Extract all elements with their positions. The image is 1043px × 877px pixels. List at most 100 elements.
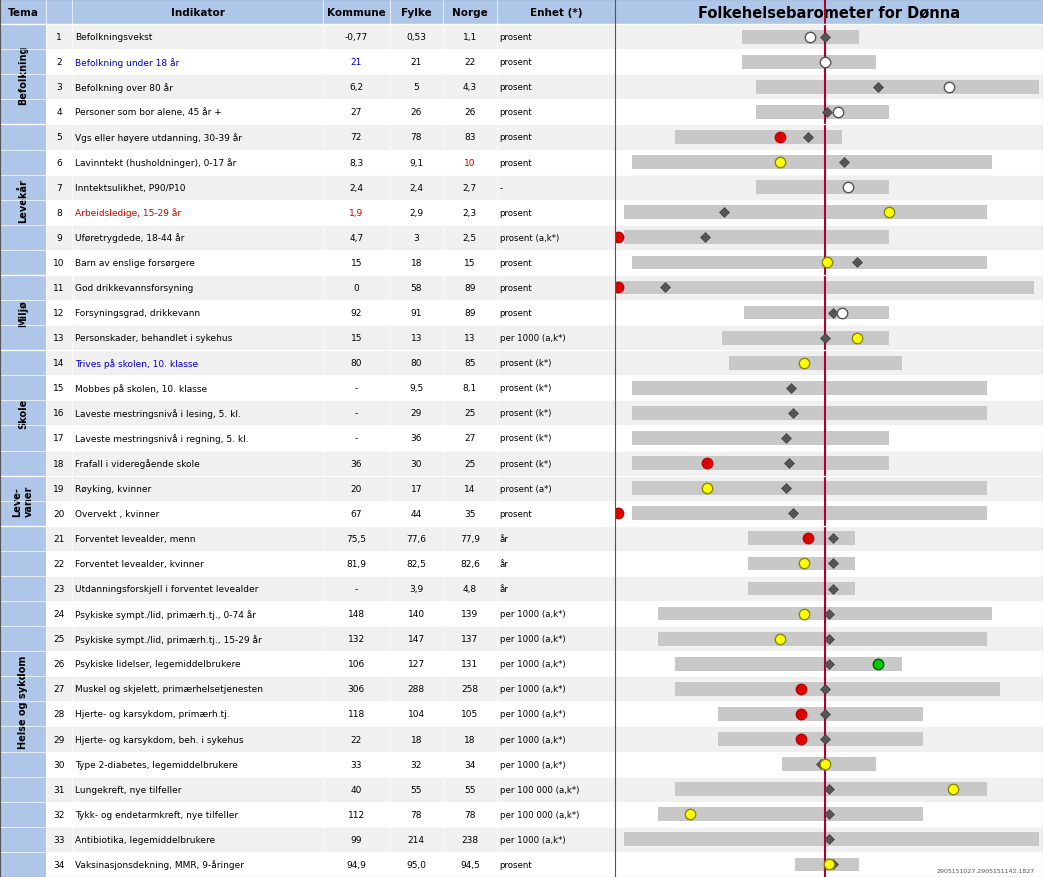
Text: Laveste mestringsnivå i lesing, 5. kl.: Laveste mestringsnivå i lesing, 5. kl. — [75, 409, 241, 418]
Text: Arbeidsledige, 15-29 år: Arbeidsledige, 15-29 år — [75, 208, 181, 217]
Bar — [46, 727, 615, 752]
Bar — [0, 251, 46, 275]
Text: Befolkning under 18 år: Befolkning under 18 år — [75, 58, 179, 68]
Text: prosent (k*): prosent (k*) — [500, 459, 551, 468]
Bar — [46, 626, 615, 652]
Text: 20: 20 — [53, 510, 65, 518]
Text: 9: 9 — [56, 233, 62, 243]
Bar — [615, 652, 1043, 676]
Text: 306: 306 — [347, 685, 365, 694]
Text: 139: 139 — [461, 610, 479, 618]
Text: 2,4: 2,4 — [409, 183, 423, 192]
Bar — [46, 476, 615, 501]
Text: Lavinntekt (husholdninger), 0-17 år: Lavinntekt (husholdninger), 0-17 år — [75, 158, 237, 168]
Text: per 1000 (a,k*): per 1000 (a,k*) — [500, 660, 565, 668]
Text: 36: 36 — [350, 459, 362, 468]
Bar — [0, 476, 46, 526]
Bar — [0, 602, 46, 626]
Text: 4,8: 4,8 — [463, 584, 477, 594]
Bar — [0, 325, 46, 351]
Bar — [615, 526, 1043, 552]
Text: 15: 15 — [350, 334, 362, 343]
Bar — [0, 225, 46, 251]
Text: Vgs eller høyere utdanning, 30-39 år: Vgs eller høyere utdanning, 30-39 år — [75, 133, 242, 143]
Text: Miljø: Miljø — [18, 300, 28, 326]
Text: Trives på skolen, 10. klasse: Trives på skolen, 10. klasse — [75, 359, 198, 368]
Text: 18: 18 — [464, 735, 476, 744]
Text: 22: 22 — [464, 58, 476, 68]
Text: -: - — [355, 434, 358, 443]
Text: år: år — [500, 584, 508, 594]
Text: 17: 17 — [411, 484, 422, 493]
Bar — [718, 732, 923, 746]
Bar — [782, 758, 876, 771]
Text: 15: 15 — [53, 384, 65, 393]
Text: 78: 78 — [464, 809, 476, 819]
Text: 238: 238 — [461, 835, 479, 844]
Text: 127: 127 — [408, 660, 425, 668]
Text: Tema: Tema — [7, 8, 39, 18]
Text: 77,9: 77,9 — [460, 534, 480, 543]
Bar — [615, 376, 1043, 401]
Text: Lungekreft, nye tilfeller: Lungekreft, nye tilfeller — [75, 785, 181, 794]
Text: 91: 91 — [411, 309, 422, 317]
Bar — [46, 251, 615, 275]
Bar — [615, 75, 1043, 100]
Text: 14: 14 — [464, 484, 476, 493]
Bar — [0, 576, 46, 602]
Text: Enhet (*): Enhet (*) — [530, 8, 582, 18]
Bar — [615, 451, 1043, 476]
Text: 2: 2 — [56, 58, 62, 68]
Text: per 1000 (a,k*): per 1000 (a,k*) — [500, 835, 565, 844]
Bar — [624, 832, 1039, 846]
Text: 2,7: 2,7 — [463, 183, 477, 192]
Text: 148: 148 — [347, 610, 365, 618]
Text: God drikkevannsforsyning: God drikkevannsforsyning — [75, 283, 193, 293]
Text: 137: 137 — [461, 634, 479, 644]
Text: 44: 44 — [411, 510, 422, 518]
Text: Antibiotika, legemiddelbrukere: Antibiotika, legemiddelbrukere — [75, 835, 215, 844]
Text: 17: 17 — [53, 434, 65, 443]
Bar — [615, 201, 1043, 225]
Bar — [46, 100, 615, 125]
Bar — [46, 401, 615, 426]
Text: 81,9: 81,9 — [346, 560, 366, 568]
Bar — [0, 125, 46, 150]
Text: prosent: prosent — [500, 283, 532, 293]
Text: 67: 67 — [350, 510, 362, 518]
Bar — [46, 676, 615, 702]
Text: -: - — [500, 183, 503, 192]
Text: 147: 147 — [408, 634, 425, 644]
Bar — [744, 306, 889, 320]
Text: 22: 22 — [53, 560, 65, 568]
Bar — [0, 175, 46, 201]
Text: 3: 3 — [56, 83, 62, 92]
Text: prosent: prosent — [500, 159, 532, 168]
Text: 78: 78 — [411, 809, 422, 819]
Text: Mobbes på skolen, 10. klasse: Mobbes på skolen, 10. klasse — [75, 383, 208, 393]
Bar — [0, 752, 46, 777]
Bar — [0, 275, 46, 351]
Bar — [632, 156, 992, 170]
Text: 27: 27 — [464, 434, 476, 443]
Text: -: - — [355, 584, 358, 594]
Bar — [615, 852, 1043, 877]
Bar — [632, 431, 889, 446]
Bar — [615, 702, 1043, 727]
Text: 15: 15 — [350, 259, 362, 267]
Text: 35: 35 — [464, 510, 476, 518]
Bar — [0, 100, 46, 125]
Text: Folkehelsebarometer for Dønna: Folkehelsebarometer for Dønna — [698, 5, 961, 20]
Text: 40: 40 — [350, 785, 362, 794]
Text: prosent (k*): prosent (k*) — [500, 434, 551, 443]
Bar — [0, 25, 46, 50]
Bar — [615, 626, 1043, 652]
Bar — [0, 125, 46, 275]
Bar — [615, 225, 1043, 251]
Text: 25: 25 — [53, 634, 65, 644]
Bar — [615, 727, 1043, 752]
Text: 14: 14 — [53, 359, 65, 367]
Text: Muskel og skjelett, primærhelsetjenesten: Muskel og skjelett, primærhelsetjenesten — [75, 685, 263, 694]
Text: Forventet levealder, kvinner: Forventet levealder, kvinner — [75, 560, 203, 568]
Bar — [0, 526, 46, 877]
